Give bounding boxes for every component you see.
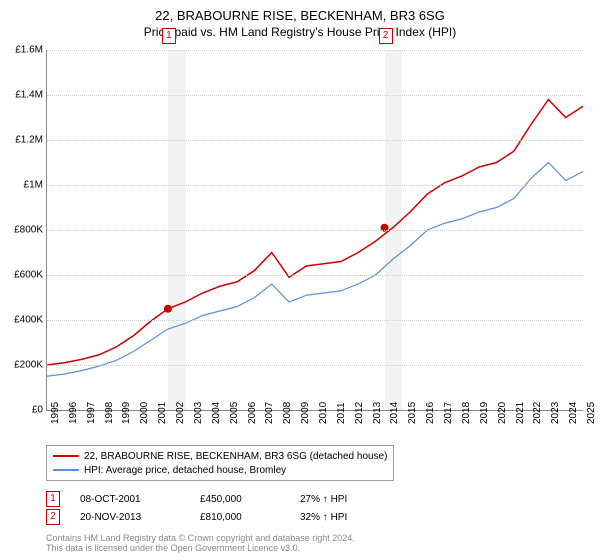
x-axis-label: 2003 [193, 402, 204, 424]
sale-row: 1 08-OCT-2001 £450,000 27% ↑ HPI [46, 490, 582, 508]
chart-subtitle: Price paid vs. HM Land Registry's House … [0, 25, 600, 39]
y-axis-label: £200K [7, 360, 43, 371]
y-axis-label: £1.4M [7, 90, 43, 101]
sale-date: 20-NOV-2013 [80, 512, 180, 523]
x-axis-label: 1997 [86, 402, 97, 424]
x-axis-labels: 1995199619971998199920002001200220032004… [47, 410, 583, 440]
y-axis-label: £0 [7, 405, 43, 416]
gridline [47, 320, 583, 321]
series-line [47, 163, 583, 377]
x-axis-label: 2015 [407, 402, 418, 424]
x-axis-label: 2002 [175, 402, 186, 424]
legend-row: 22, BRABOURNE RISE, BECKENHAM, BR3 6SG (… [53, 449, 387, 463]
x-axis-label: 2007 [264, 402, 275, 424]
sale-price: £810,000 [200, 512, 280, 523]
gridline [47, 185, 583, 186]
chart-title: 22, BRABOURNE RISE, BECKENHAM, BR3 6SG [0, 0, 600, 23]
sale-hpi-delta: 27% ↑ HPI [300, 494, 347, 505]
x-axis-label: 2024 [568, 402, 579, 424]
x-axis-label: 2020 [497, 402, 508, 424]
legend-row: HPI: Average price, detached house, Brom… [53, 463, 387, 477]
sale-row-marker: 1 [46, 491, 60, 507]
footer-line-2: This data is licensed under the Open Gov… [46, 543, 355, 553]
footer-line-1: Contains HM Land Registry data © Crown c… [46, 533, 355, 543]
x-axis-label: 2006 [247, 402, 258, 424]
x-axis-label: 2017 [443, 402, 454, 424]
sale-hpi-delta: 32% ↑ HPI [300, 512, 347, 523]
y-axis-label: £1.2M [7, 135, 43, 146]
attribution-footer: Contains HM Land Registry data © Crown c… [46, 533, 355, 553]
x-axis-label: 1998 [104, 402, 115, 424]
x-axis-label: 1996 [68, 402, 79, 424]
x-axis-label: 1999 [121, 402, 132, 424]
y-axis-label: £400K [7, 315, 43, 326]
sale-records: 1 08-OCT-2001 £450,000 27% ↑ HPI 2 20-NOV-201… [46, 490, 582, 526]
x-axis-label: 2014 [389, 402, 400, 424]
chart-legend: 22, BRABOURNE RISE, BECKENHAM, BR3 6SG (… [46, 445, 394, 481]
x-axis-label: 2025 [586, 402, 597, 424]
x-axis-label: 2004 [211, 402, 222, 424]
gridline [47, 230, 583, 231]
sale-marker-2: 2 [379, 28, 393, 44]
legend-swatch [53, 469, 79, 471]
sale-marker-1: 1 [162, 28, 176, 44]
x-axis-label: 2011 [336, 402, 347, 424]
y-axis-label: £1.6M [7, 45, 43, 56]
gridline [47, 275, 583, 276]
x-axis-label: 2012 [354, 402, 365, 424]
x-axis-label: 2010 [318, 402, 329, 424]
sale-row: 2 20-NOV-2013 £810,000 32% ↑ HPI [46, 508, 582, 526]
legend-label: HPI: Average price, detached house, Brom… [84, 465, 286, 476]
x-axis-label: 2016 [425, 402, 436, 424]
y-axis-label: £1M [7, 180, 43, 191]
x-axis-label: 1995 [50, 402, 61, 424]
gridline [47, 365, 583, 366]
x-axis-label: 2023 [550, 402, 561, 424]
x-axis-label: 2013 [372, 402, 383, 424]
gridline [47, 140, 583, 141]
x-axis-label: 2022 [532, 402, 543, 424]
property-price-chart: 22, BRABOURNE RISE, BECKENHAM, BR3 6SG P… [0, 0, 600, 560]
chart-plot-area: £0£200K£400K£600K£800K£1M£1.2M£1.4M£1.6M… [46, 50, 583, 411]
y-axis-label: £800K [7, 225, 43, 236]
x-axis-label: 2008 [282, 402, 293, 424]
gridline [47, 95, 583, 96]
sale-date: 08-OCT-2001 [80, 494, 180, 505]
legend-label: 22, BRABOURNE RISE, BECKENHAM, BR3 6SG (… [84, 451, 387, 462]
x-axis-label: 2001 [157, 402, 168, 424]
y-axis-label: £600K [7, 270, 43, 281]
x-axis-label: 2021 [515, 402, 526, 424]
legend-swatch [53, 455, 79, 457]
x-axis-label: 2018 [461, 402, 472, 424]
x-axis-label: 2005 [229, 402, 240, 424]
x-axis-label: 2000 [139, 402, 150, 424]
x-axis-label: 2009 [300, 402, 311, 424]
sale-row-marker: 2 [46, 509, 60, 525]
gridline [47, 50, 583, 51]
x-axis-label: 2019 [479, 402, 490, 424]
sale-price: £450,000 [200, 494, 280, 505]
